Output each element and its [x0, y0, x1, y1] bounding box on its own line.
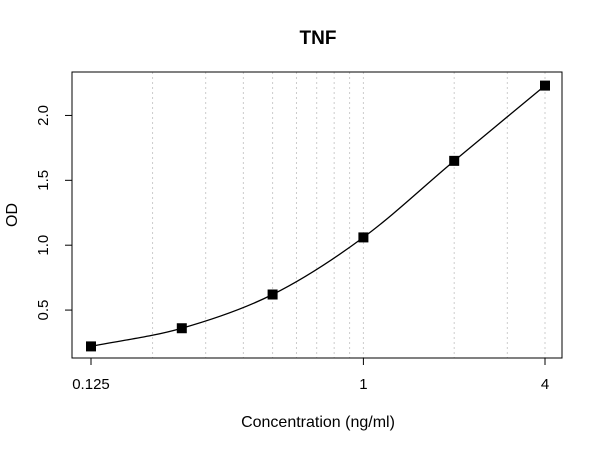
data-points — [86, 80, 550, 352]
x-tick-label: 0.125 — [72, 376, 110, 393]
y-axis: 0.5 1.0 1.5 2.0 — [35, 105, 72, 321]
x-axis-label: Concentration (ng/ml) — [241, 414, 395, 431]
chart-title: TNF — [300, 28, 337, 49]
data-point — [358, 232, 369, 243]
x-axis: 0.125 1 4 — [72, 358, 549, 393]
data-point — [449, 155, 460, 166]
y-tick-label: 1.5 — [35, 170, 52, 191]
data-point — [176, 323, 187, 334]
y-tick-label: 2.0 — [35, 105, 52, 126]
y-tick-label: 1.0 — [35, 235, 52, 256]
x-tick-label: 4 — [541, 376, 549, 393]
data-point — [540, 80, 550, 91]
fit-curve — [90, 85, 546, 348]
data-point — [267, 289, 278, 300]
plot-frame — [71, 71, 563, 359]
data-point — [86, 341, 96, 352]
y-axis-label: OD — [4, 203, 21, 227]
grid-lines — [152, 72, 546, 358]
y-tick-label: 0.5 — [35, 300, 52, 321]
x-tick-label: 1 — [359, 376, 367, 393]
